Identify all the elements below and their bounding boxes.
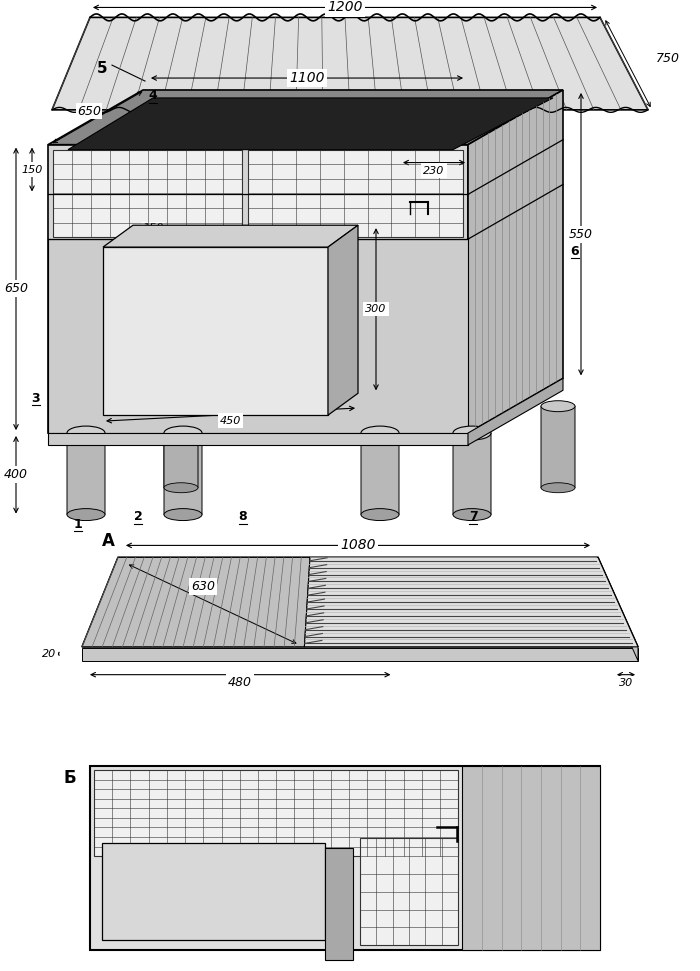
Polygon shape: [52, 17, 648, 110]
Ellipse shape: [164, 426, 202, 440]
FancyBboxPatch shape: [541, 406, 575, 487]
Bar: [82, 649, 638, 660]
Text: 1200: 1200: [328, 0, 363, 15]
Polygon shape: [103, 225, 358, 247]
Text: 450: 450: [220, 416, 242, 425]
Text: 750: 750: [656, 51, 680, 65]
Polygon shape: [48, 90, 563, 145]
Text: 1080: 1080: [340, 538, 376, 552]
Text: 2: 2: [134, 510, 142, 523]
Text: 400: 400: [4, 468, 28, 482]
Bar: [94, 770, 458, 856]
Polygon shape: [328, 225, 358, 416]
Text: 1100: 1100: [289, 71, 325, 85]
Ellipse shape: [541, 483, 575, 492]
Bar: [360, 838, 458, 945]
Bar: [325, 849, 353, 960]
Text: 1: 1: [74, 518, 83, 531]
Ellipse shape: [541, 401, 575, 412]
Ellipse shape: [361, 509, 399, 520]
Text: 480: 480: [228, 676, 252, 689]
Polygon shape: [468, 90, 563, 433]
Bar: [102, 844, 325, 940]
Bar: [48, 433, 468, 445]
Polygon shape: [598, 557, 638, 660]
Text: 650: 650: [4, 283, 28, 295]
Polygon shape: [82, 557, 638, 647]
Ellipse shape: [67, 509, 105, 520]
Text: 550: 550: [569, 227, 593, 241]
Text: 150: 150: [21, 164, 43, 175]
Text: 230: 230: [424, 165, 444, 176]
Ellipse shape: [67, 426, 105, 440]
Polygon shape: [68, 98, 553, 150]
Text: 300: 300: [365, 304, 386, 315]
FancyBboxPatch shape: [164, 433, 202, 515]
Bar: [462, 766, 600, 950]
Text: 7: 7: [468, 510, 477, 523]
Text: 4: 4: [148, 89, 158, 103]
Text: 8: 8: [239, 510, 247, 523]
Bar: [53, 150, 242, 237]
Polygon shape: [82, 557, 310, 647]
Bar: [48, 239, 468, 433]
Ellipse shape: [164, 401, 198, 412]
Bar: [248, 150, 463, 237]
Ellipse shape: [164, 483, 198, 492]
FancyBboxPatch shape: [67, 433, 105, 515]
Text: 30: 30: [619, 678, 633, 687]
Ellipse shape: [164, 509, 202, 520]
Polygon shape: [304, 557, 638, 647]
Polygon shape: [468, 379, 563, 445]
Text: 20: 20: [42, 649, 56, 658]
Text: A: A: [102, 532, 114, 551]
FancyBboxPatch shape: [164, 406, 198, 487]
Bar: [90, 766, 600, 950]
Text: 6: 6: [570, 245, 580, 257]
Text: 630: 630: [191, 580, 215, 593]
Text: 5: 5: [97, 60, 107, 76]
Text: 150: 150: [142, 223, 164, 233]
Ellipse shape: [361, 426, 399, 440]
Text: Б: Б: [64, 769, 76, 787]
Text: 650: 650: [77, 105, 101, 117]
Polygon shape: [48, 145, 468, 433]
Text: 3: 3: [32, 391, 41, 405]
FancyBboxPatch shape: [453, 433, 491, 515]
FancyBboxPatch shape: [361, 433, 399, 515]
Ellipse shape: [453, 509, 491, 520]
Ellipse shape: [453, 426, 491, 440]
Bar: [103, 247, 328, 416]
